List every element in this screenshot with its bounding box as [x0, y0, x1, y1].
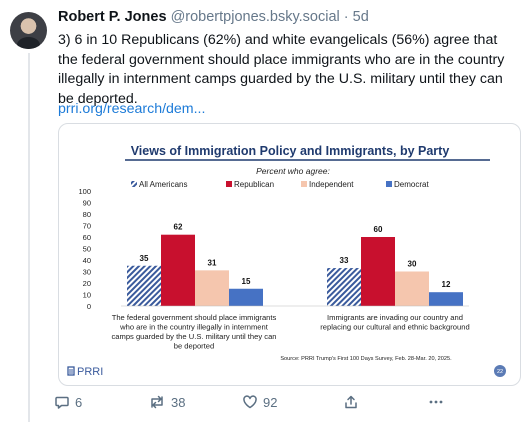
bar-value-label: 33: [340, 256, 349, 265]
more-icon: [429, 400, 443, 404]
y-tick-label: 50: [83, 245, 91, 254]
chart-image: Views of Immigration Policy and Immigran…: [67, 144, 506, 378]
bar-1-2: [395, 271, 429, 306]
more-options-button[interactable]: [428, 394, 444, 410]
reply-button[interactable]: 6: [54, 394, 82, 410]
chart-title: Views of Immigration Policy and Immigran…: [131, 144, 450, 158]
bar-1-0: [327, 268, 361, 306]
image-card[interactable]: Views of Immigration Policy and Immigran…: [58, 123, 521, 386]
share-icon: [345, 395, 357, 409]
bar-value-label: 15: [242, 277, 251, 286]
like-count: 92: [263, 394, 278, 410]
post-header: Robert P. Jones @robertpjones.bsky.socia…: [58, 9, 369, 25]
legend-label-2: Independent: [309, 180, 354, 189]
author-handle[interactable]: @robertpjones.bsky.social: [170, 9, 340, 25]
post-link[interactable]: prri.org/research/dem...: [58, 101, 206, 117]
bar-0-0: [127, 265, 161, 306]
separator-dot: ·: [343, 9, 349, 25]
reply-count: 6: [75, 394, 83, 410]
bar-value-label: 35: [140, 254, 149, 263]
bar-0-1: [161, 234, 195, 306]
legend-swatch-1: [226, 181, 232, 187]
avatar[interactable]: [10, 12, 47, 49]
bar-value-label: 60: [374, 225, 383, 234]
chart-legend: All Americans Republican Independent Democr…: [131, 180, 429, 189]
bar-1-3: [429, 292, 463, 306]
y-tick-label: 30: [83, 268, 91, 277]
y-tick-label: 100: [78, 187, 91, 196]
chart-bars: 35 62 31 15 33 60 30 12: [121, 223, 469, 307]
y-tick-label: 40: [83, 256, 91, 265]
legend-swatch-2: [301, 181, 307, 187]
reply-icon: [55, 396, 69, 409]
share-button[interactable]: [343, 394, 359, 410]
bar-value-label: 31: [208, 258, 217, 267]
repost-icon: [151, 395, 163, 409]
bar-value-label: 12: [442, 280, 451, 289]
post-text: 3) 6 in 10 Republicans (62%) and white e…: [58, 32, 505, 107]
y-tick-label: 90: [83, 199, 91, 208]
action-bar: 6 38 92: [52, 394, 522, 414]
chart-subtitle: Percent who agree:: [256, 166, 330, 176]
category-label-line: Immigrants are invading our country and: [327, 313, 463, 322]
author-name[interactable]: Robert P. Jones: [58, 9, 167, 25]
y-tick-label: 0: [87, 302, 91, 311]
prri-logo: PRRI: [67, 366, 103, 378]
prri-logo-text: PRRI: [77, 366, 103, 378]
chart-source: Source: PRRI Trump's First 100 Days Surv…: [280, 356, 452, 362]
bar-0-2: [195, 270, 229, 306]
post-time[interactable]: 5d: [352, 9, 369, 25]
legend-swatch-0: [131, 181, 137, 187]
bar-1-1: [361, 237, 395, 306]
thread-line: [28, 53, 30, 422]
category-label-line: camps guarded by the U.S. military until…: [111, 332, 276, 341]
repost-count: 38: [171, 394, 186, 410]
legend-swatch-3: [386, 181, 392, 187]
heart-icon: [243, 395, 257, 409]
y-tick-label: 80: [83, 210, 91, 219]
category-labels: The federal government should place immi…: [111, 313, 469, 351]
y-tick-label: 10: [83, 291, 91, 300]
category-label-line: be deported: [174, 342, 215, 351]
legend-label-1: Republican: [234, 180, 274, 189]
category-label-line: who are in the country illegally in inte…: [119, 323, 269, 332]
bar-value-label: 62: [174, 223, 183, 232]
repost-button[interactable]: 38: [148, 394, 185, 410]
y-tick-label: 70: [83, 222, 91, 231]
page-badge: [494, 365, 506, 377]
page-badge-number: 22: [497, 369, 503, 375]
legend-label-3: Democrat: [394, 180, 429, 189]
like-button[interactable]: 92: [242, 394, 277, 410]
bar-0-3: [229, 288, 263, 306]
bar-value-label: 30: [408, 260, 417, 269]
category-label-line: replacing our cultural and ethnic backgr…: [320, 323, 469, 332]
y-tick-label: 60: [83, 233, 91, 242]
category-label-line: The federal government should place immi…: [112, 313, 277, 322]
legend-label-0: All Americans: [139, 180, 187, 189]
prri-logo-icon: [67, 366, 75, 376]
y-tick-label: 20: [83, 279, 91, 288]
